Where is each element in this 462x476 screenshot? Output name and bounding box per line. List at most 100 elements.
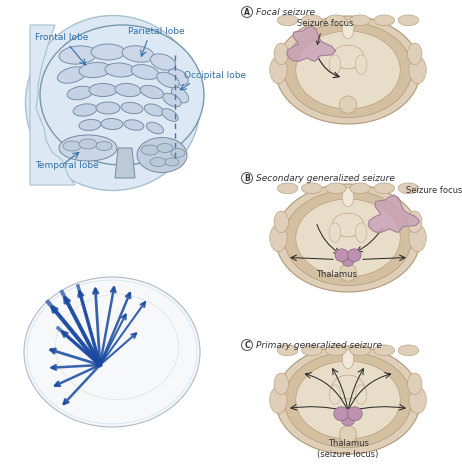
Ellipse shape xyxy=(350,183,371,194)
Ellipse shape xyxy=(341,414,355,426)
Ellipse shape xyxy=(101,119,123,129)
Ellipse shape xyxy=(157,143,173,152)
Text: B: B xyxy=(244,174,250,183)
Ellipse shape xyxy=(144,104,164,116)
Ellipse shape xyxy=(302,15,322,26)
Ellipse shape xyxy=(296,31,400,109)
Ellipse shape xyxy=(342,187,354,207)
Ellipse shape xyxy=(275,346,420,454)
Ellipse shape xyxy=(409,387,426,414)
Ellipse shape xyxy=(73,104,97,116)
Ellipse shape xyxy=(171,149,185,158)
Ellipse shape xyxy=(157,72,179,88)
Ellipse shape xyxy=(146,122,164,134)
Circle shape xyxy=(242,7,253,18)
Ellipse shape xyxy=(329,385,341,404)
Ellipse shape xyxy=(284,353,412,447)
Ellipse shape xyxy=(274,43,289,65)
Circle shape xyxy=(242,339,253,350)
Ellipse shape xyxy=(329,223,341,242)
Ellipse shape xyxy=(270,57,287,83)
Ellipse shape xyxy=(59,135,117,161)
Text: A: A xyxy=(244,8,250,17)
Ellipse shape xyxy=(59,46,97,64)
Ellipse shape xyxy=(409,225,426,251)
Ellipse shape xyxy=(409,57,426,83)
Ellipse shape xyxy=(121,102,143,114)
Ellipse shape xyxy=(277,183,298,194)
Text: Seizure focus: Seizure focus xyxy=(297,19,353,44)
Ellipse shape xyxy=(374,15,395,26)
Ellipse shape xyxy=(335,249,349,262)
Ellipse shape xyxy=(141,145,159,155)
Ellipse shape xyxy=(398,183,419,194)
Ellipse shape xyxy=(326,183,346,194)
Text: Frontal lobe: Frontal lobe xyxy=(35,33,88,42)
Ellipse shape xyxy=(347,249,361,262)
Ellipse shape xyxy=(162,109,178,121)
Ellipse shape xyxy=(91,44,125,60)
Ellipse shape xyxy=(398,345,419,356)
Ellipse shape xyxy=(131,65,159,79)
Ellipse shape xyxy=(342,19,354,39)
Text: C: C xyxy=(244,341,250,350)
Ellipse shape xyxy=(284,22,412,118)
Ellipse shape xyxy=(355,385,367,404)
Ellipse shape xyxy=(339,426,357,443)
Circle shape xyxy=(242,172,253,184)
Ellipse shape xyxy=(277,15,298,26)
Ellipse shape xyxy=(79,119,101,130)
Ellipse shape xyxy=(332,45,364,69)
Ellipse shape xyxy=(350,345,371,356)
Ellipse shape xyxy=(355,55,367,74)
Ellipse shape xyxy=(165,158,179,166)
Ellipse shape xyxy=(407,211,422,233)
Ellipse shape xyxy=(374,345,395,356)
Ellipse shape xyxy=(334,407,349,421)
Ellipse shape xyxy=(275,184,420,292)
Ellipse shape xyxy=(332,213,364,237)
Ellipse shape xyxy=(96,102,120,114)
Ellipse shape xyxy=(350,15,371,26)
Ellipse shape xyxy=(25,16,201,190)
Ellipse shape xyxy=(339,96,357,113)
Ellipse shape xyxy=(151,54,176,70)
Ellipse shape xyxy=(347,407,362,421)
Ellipse shape xyxy=(124,120,144,130)
Text: Temporal lobe: Temporal lobe xyxy=(35,161,99,170)
Ellipse shape xyxy=(326,345,346,356)
Ellipse shape xyxy=(40,25,204,165)
Polygon shape xyxy=(30,25,75,185)
Text: Primary generalized seizure: Primary generalized seizure xyxy=(256,341,382,350)
Ellipse shape xyxy=(329,55,341,74)
Ellipse shape xyxy=(296,361,400,439)
Ellipse shape xyxy=(270,387,287,414)
Ellipse shape xyxy=(140,85,164,99)
Ellipse shape xyxy=(67,86,93,100)
Ellipse shape xyxy=(355,223,367,242)
Ellipse shape xyxy=(96,141,112,150)
Ellipse shape xyxy=(398,15,419,26)
Ellipse shape xyxy=(163,93,181,107)
Text: Occipital lobe: Occipital lobe xyxy=(184,71,246,80)
Ellipse shape xyxy=(105,63,135,77)
Text: Seizure focus: Seizure focus xyxy=(406,186,462,195)
Text: Parietal lobe: Parietal lobe xyxy=(128,27,185,36)
Ellipse shape xyxy=(79,62,111,78)
Ellipse shape xyxy=(374,183,395,194)
Ellipse shape xyxy=(57,67,86,83)
Ellipse shape xyxy=(302,183,322,194)
Ellipse shape xyxy=(270,225,287,251)
Ellipse shape xyxy=(302,345,322,356)
Polygon shape xyxy=(368,195,419,232)
Text: Thalamus
(seizure locus): Thalamus (seizure locus) xyxy=(317,439,379,458)
Text: Thalamus: Thalamus xyxy=(316,270,357,279)
Ellipse shape xyxy=(275,16,420,124)
Text: Secondary generalized seizure: Secondary generalized seizure xyxy=(256,174,395,183)
Ellipse shape xyxy=(342,349,354,369)
Ellipse shape xyxy=(63,141,81,151)
Ellipse shape xyxy=(274,211,289,233)
Ellipse shape xyxy=(24,277,200,427)
Ellipse shape xyxy=(284,190,412,286)
Ellipse shape xyxy=(137,138,187,172)
